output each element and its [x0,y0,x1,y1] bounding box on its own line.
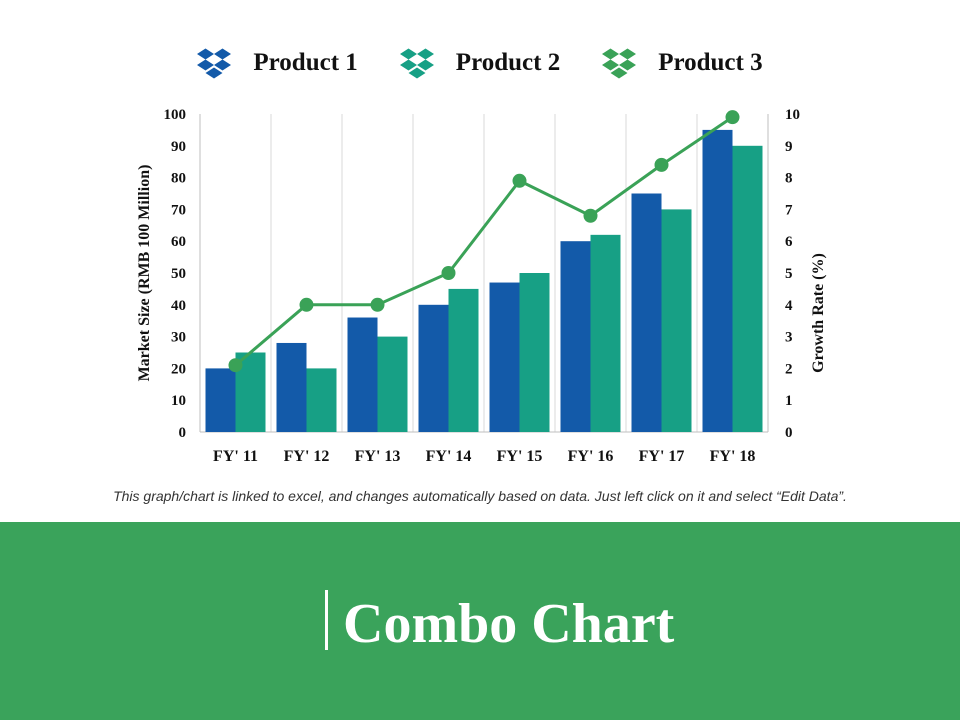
x-tick-label: FY' 16 [568,448,614,465]
point-product-3 [512,173,527,188]
slide-title: Combo Chart [343,593,675,655]
y-tick-label: 0 [179,425,187,441]
title-divider [325,590,328,650]
combo-chart: 0 10 20 30 40 50 60 70 80 90 100 0 1 2 3 4 5 6 7 8 9 10 Market… [136,107,827,465]
bar-product-1 [276,342,307,432]
legend-item-product-3: Product 3 [602,47,763,79]
x-tick-label: FY' 14 [426,448,472,465]
bar-product-1 [489,282,520,432]
dropbox-icon [602,48,637,79]
point-product-3 [370,297,385,312]
x-tick-label: FY' 17 [639,448,685,465]
bar-product-1 [631,193,662,432]
bar-product-2 [519,273,550,432]
dropbox-icon [399,48,434,79]
x-tick-label: FY' 12 [284,448,330,465]
point-product-3 [441,266,456,280]
y-tick-label: 20 [171,361,186,377]
x-tick-label: FY' 15 [497,448,543,465]
y2-tick-label: 9 [785,139,793,155]
chart-note: This graph/chart is linked to excel, and… [113,488,847,504]
bar-product-2 [590,234,621,432]
bar-product-1 [560,241,591,432]
line-product-3 [234,115,734,367]
y2-axis-title: Growth Rate (%) [810,253,827,373]
legend-label: Product 1 [253,49,358,76]
y2-tick-label: 0 [785,425,793,441]
y2-tick-label: 2 [785,361,793,377]
y2-tick-label: 7 [785,202,793,218]
y-tick-label: 100 [164,107,187,123]
y-tick-label: 50 [171,266,186,282]
bar-product-2 [448,288,479,432]
y2-tick-label: 1 [785,393,793,409]
point-product-3 [654,157,669,172]
y2-tick-label: 6 [785,234,793,250]
bar-product-1 [205,368,236,432]
x-tick-label: FY' 11 [213,448,258,465]
title-banner [0,522,960,720]
legend-label: Product 2 [455,49,561,76]
dropbox-icon [197,48,232,79]
y2-tick-label: 8 [785,171,793,187]
legend-label: Product 3 [658,49,763,76]
y2-tick-label: 10 [785,107,800,123]
bar-product-1 [418,304,449,432]
y-tick-label: 70 [171,202,186,218]
y2-tick-label: 3 [785,330,793,346]
y-tick-label: 30 [171,330,186,346]
y-tick-label: 10 [171,393,186,409]
point-product-3 [725,110,740,125]
bar-product-1 [347,317,378,432]
y-tick-label: 80 [171,171,186,187]
bar-product-2 [306,368,337,432]
point-product-3 [228,358,243,373]
y2-tick-label: 5 [785,266,793,282]
chart-legend: Product 1 Product 2 Product 3 [0,38,960,88]
bar-product-1 [702,129,733,432]
y2-tick-label: 4 [785,298,793,314]
y-axis-title: Market Size (RMB 100 Million) [136,165,153,382]
y-tick-label: 60 [171,234,186,250]
point-product-3 [583,208,598,223]
x-tick-label: FY' 13 [355,448,401,465]
legend-item-product-1: Product 1 [197,47,358,79]
bar-product-2 [732,145,763,433]
legend-item-product-2: Product 2 [399,47,561,79]
point-product-3 [299,297,314,312]
bar-product-2 [661,209,692,432]
bar-product-2 [377,336,408,432]
y-tick-label: 90 [171,139,186,155]
x-tick-label: FY' 18 [710,448,756,465]
y-tick-label: 40 [171,298,186,314]
